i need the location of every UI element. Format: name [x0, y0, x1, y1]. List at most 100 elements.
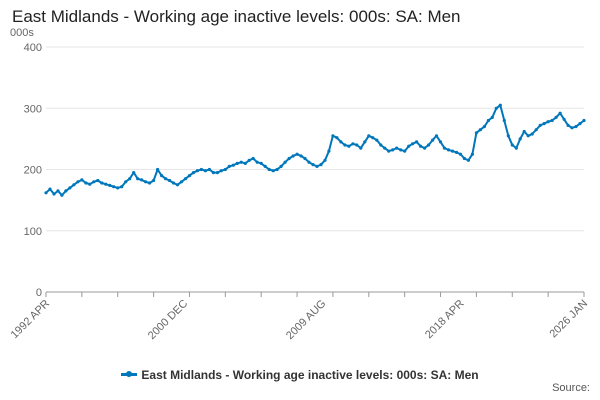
data-point[interactable] [279, 164, 283, 168]
data-point[interactable] [227, 164, 231, 168]
data-point[interactable] [291, 154, 295, 158]
data-point[interactable] [311, 163, 315, 167]
data-point[interactable] [271, 169, 275, 173]
data-point[interactable] [562, 117, 566, 121]
data-point[interactable] [490, 115, 494, 119]
data-point[interactable] [84, 181, 88, 185]
data-point[interactable] [251, 156, 255, 161]
data-point[interactable] [566, 123, 570, 127]
data-point[interactable] [454, 150, 459, 154]
data-point[interactable] [235, 161, 239, 165]
data-point[interactable] [144, 180, 148, 184]
data-point[interactable] [486, 118, 490, 123]
legend-item[interactable]: East Midlands - Working age inactive lev… [121, 368, 479, 382]
data-point[interactable] [431, 138, 435, 142]
data-point[interactable] [407, 144, 411, 148]
data-point[interactable] [56, 189, 60, 193]
data-point[interactable] [450, 149, 455, 153]
data-point[interactable] [199, 167, 203, 172]
data-point[interactable] [52, 192, 56, 196]
data-point[interactable] [128, 177, 132, 181]
data-point[interactable] [546, 120, 550, 124]
data-point[interactable] [582, 118, 586, 123]
data-point[interactable] [371, 136, 375, 140]
data-point[interactable] [112, 185, 116, 189]
data-point[interactable] [215, 171, 219, 175]
data-point[interactable] [315, 164, 319, 168]
data-point[interactable] [299, 154, 303, 158]
data-point[interactable] [427, 143, 431, 147]
data-point[interactable] [100, 181, 104, 185]
data-point[interactable] [44, 191, 48, 195]
data-point[interactable] [116, 186, 120, 190]
data-point[interactable] [335, 136, 339, 140]
data-point[interactable] [558, 111, 562, 115]
data-point[interactable] [140, 178, 144, 182]
data-point[interactable] [387, 149, 391, 153]
legend[interactable]: East Midlands - Working age inactive lev… [0, 365, 600, 382]
data-point[interactable] [203, 169, 207, 173]
data-point[interactable] [375, 138, 379, 142]
data-point[interactable] [570, 126, 574, 130]
data-point[interactable] [419, 144, 423, 148]
data-point[interactable] [534, 128, 538, 132]
data-point[interactable] [470, 152, 474, 156]
data-point[interactable] [478, 128, 482, 132]
data-point[interactable] [283, 160, 287, 164]
data-point[interactable] [124, 180, 128, 184]
data-point[interactable] [68, 186, 72, 190]
data-point[interactable] [92, 180, 96, 184]
data-point[interactable] [303, 156, 307, 161]
data-point[interactable] [383, 146, 387, 150]
data-point[interactable] [574, 125, 578, 129]
data-point[interactable] [183, 177, 188, 181]
data-point[interactable] [319, 163, 323, 167]
data-point[interactable] [355, 143, 359, 147]
data-point[interactable] [403, 149, 407, 153]
data-point[interactable] [160, 174, 164, 178]
data-point[interactable] [88, 182, 92, 186]
data-point[interactable] [466, 158, 470, 162]
data-point[interactable] [207, 167, 211, 172]
data-point[interactable] [502, 118, 506, 123]
data-point[interactable] [255, 160, 259, 164]
data-point[interactable] [347, 144, 351, 148]
data-point[interactable] [518, 137, 522, 141]
data-point[interactable] [96, 178, 100, 183]
data-point[interactable] [438, 140, 443, 144]
data-point[interactable] [243, 161, 247, 165]
data-point[interactable] [399, 148, 403, 152]
data-point[interactable] [219, 169, 223, 173]
data-point[interactable] [175, 183, 180, 187]
data-point[interactable] [494, 106, 498, 110]
data-point[interactable] [538, 123, 542, 127]
data-point[interactable] [136, 177, 140, 181]
data-point[interactable] [191, 171, 196, 175]
data-point[interactable] [223, 167, 227, 172]
data-point[interactable] [530, 132, 534, 136]
data-point[interactable] [411, 142, 415, 146]
data-point[interactable] [554, 115, 558, 119]
data-point[interactable] [307, 160, 311, 164]
data-point[interactable] [415, 140, 419, 144]
data-point[interactable] [76, 180, 80, 184]
data-point[interactable] [526, 134, 530, 138]
data-point[interactable] [211, 171, 215, 175]
data-point[interactable] [510, 143, 514, 147]
data-point[interactable] [395, 146, 399, 150]
data-point[interactable] [423, 146, 427, 150]
data-point[interactable] [379, 143, 383, 147]
data-point[interactable] [171, 181, 176, 185]
data-point[interactable] [391, 148, 395, 152]
data-point[interactable] [458, 152, 463, 156]
data-point[interactable] [359, 146, 363, 150]
data-point[interactable] [247, 158, 251, 162]
data-point[interactable] [498, 103, 502, 107]
data-point[interactable] [522, 129, 526, 134]
data-point[interactable] [263, 164, 267, 168]
data-point[interactable] [167, 178, 172, 183]
data-point[interactable] [482, 125, 486, 129]
data-point[interactable] [339, 140, 343, 144]
data-point[interactable] [323, 158, 327, 162]
data-point[interactable] [64, 189, 68, 193]
